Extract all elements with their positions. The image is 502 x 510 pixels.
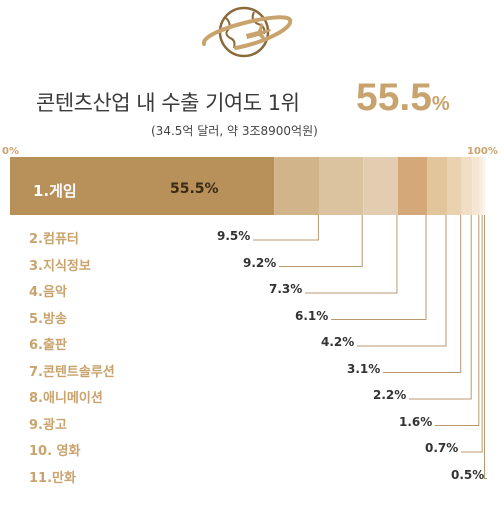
value-label-5: 6.1% [295,308,329,323]
bar-segment-6 [426,157,447,215]
bar-segment-2 [274,157,320,215]
connector-line-3 [279,215,363,267]
connector-line-10 [461,215,483,453]
category-label-11: 11.만화 [29,470,76,486]
category-label-2: 2.컴퓨터 [29,232,79,247]
headline-unit: % [431,93,450,115]
title-row: 콘텐츠산업 내 수출 기여도 1위 55.5% [0,74,502,124]
category-label-4: 4.음악 [29,285,67,300]
bar-segment-11 [483,157,486,215]
headline-value: 55.5% [356,76,450,120]
category-label-6: 6.출판 [29,338,67,353]
connector-line-2 [253,215,319,241]
value-label-3: 9.2% [243,255,277,270]
bar-segment-10 [479,157,484,215]
connector-line-7 [383,215,462,373]
bar-segment-3 [319,157,364,215]
value-label-1: 55.5% [170,181,219,197]
bar-segment-9 [472,157,480,215]
connector-line-5 [331,215,427,320]
bar-segment-5 [397,157,427,215]
connector-line-9 [435,215,480,426]
value-label-8: 2.2% [373,388,407,402]
category-label-5: 5.방송 [29,311,67,327]
headline-number: 55.5 [356,76,432,119]
bar-segment-7 [446,157,462,215]
value-label-11: 0.5% [451,467,485,482]
bar-segment-8 [461,157,473,215]
connector-line-6 [357,215,447,347]
value-label-9: 1.6% [399,414,433,429]
value-label-10: 0.7% [425,441,459,455]
bar-segment-4 [363,157,398,215]
bar-segment-1 [10,157,275,215]
category-label-3: 3.지식정보 [29,258,91,274]
subline: (34.5억 달러, 약 3조8900억원) [151,124,318,138]
globe-airplane-icon [202,6,293,58]
axis-min-label: 0% [2,146,19,157]
category-label-1: 1.게임 [33,182,77,200]
category-label-9: 9.광고 [29,417,67,433]
value-label-2: 9.5% [217,229,251,243]
axis-max-label: 100% [467,146,498,157]
headline: 콘텐츠산업 내 수출 기여도 1위 [36,91,300,115]
category-label-8: 8.애니메이션 [29,391,103,406]
connector-line-8 [409,215,472,400]
value-label-7: 3.1% [347,361,381,376]
category-label-10: 10. 영화 [29,444,81,459]
connector-line-11 [484,215,487,479]
category-label-7: 7.콘텐트솔루션 [29,364,115,380]
value-label-4: 7.3% [269,282,303,296]
value-label-6: 4.2% [321,335,355,349]
connector-line-4 [305,215,398,294]
